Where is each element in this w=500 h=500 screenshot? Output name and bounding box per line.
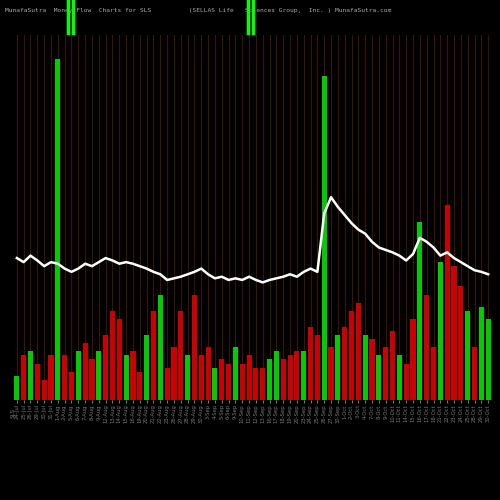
Bar — [14, 376, 20, 400]
Bar — [274, 352, 279, 400]
Bar — [164, 368, 170, 400]
Text: MunafaSutra  Money Flow  Charts for SLS          (SELLAS Life   Sciences Group, : MunafaSutra Money Flow Charts for SLS (S… — [5, 8, 391, 13]
Bar — [404, 364, 409, 400]
Bar — [110, 311, 115, 400]
Bar — [212, 368, 218, 400]
Bar — [96, 352, 102, 400]
Bar — [116, 319, 122, 400]
Bar — [35, 364, 40, 400]
Bar — [444, 206, 450, 400]
Bar — [254, 368, 258, 400]
Bar — [219, 360, 224, 400]
Bar — [137, 372, 142, 400]
Bar — [226, 364, 231, 400]
Bar — [240, 364, 245, 400]
Bar — [124, 356, 128, 400]
Bar — [260, 368, 266, 400]
Bar — [356, 302, 361, 400]
Bar — [198, 356, 204, 400]
Bar — [438, 262, 443, 400]
Bar — [328, 348, 334, 400]
Bar — [178, 311, 184, 400]
Bar — [48, 356, 54, 400]
Bar — [56, 60, 60, 400]
Bar — [82, 343, 87, 400]
Bar — [172, 348, 176, 400]
Bar — [397, 356, 402, 400]
Bar — [144, 335, 149, 400]
Bar — [362, 335, 368, 400]
Bar — [69, 372, 74, 400]
Bar — [472, 348, 477, 400]
Bar — [458, 286, 464, 400]
Bar — [294, 352, 300, 400]
Bar — [418, 222, 422, 400]
Bar — [390, 331, 395, 400]
Bar — [336, 335, 340, 400]
Bar — [267, 360, 272, 400]
Bar — [376, 356, 382, 400]
Bar — [315, 335, 320, 400]
Bar — [151, 311, 156, 400]
Bar — [21, 356, 26, 400]
Bar — [301, 352, 306, 400]
Bar — [486, 319, 490, 400]
Bar — [192, 294, 197, 400]
Bar — [479, 306, 484, 400]
Bar — [103, 335, 108, 400]
Bar — [342, 327, 347, 400]
Bar — [28, 352, 33, 400]
Bar — [206, 348, 210, 400]
Bar — [130, 352, 136, 400]
Bar — [370, 339, 374, 400]
Text: SLS: SLS — [11, 408, 16, 418]
Bar — [288, 356, 292, 400]
Bar — [452, 266, 456, 400]
Bar — [431, 348, 436, 400]
Bar — [465, 311, 470, 400]
Bar — [76, 352, 81, 400]
Bar — [383, 348, 388, 400]
Bar — [349, 311, 354, 400]
Bar — [322, 76, 327, 400]
Bar — [308, 327, 313, 400]
Bar — [233, 348, 238, 400]
Bar — [185, 356, 190, 400]
Bar — [158, 294, 163, 400]
Bar — [410, 319, 416, 400]
Bar — [42, 380, 46, 400]
Bar — [424, 294, 430, 400]
Bar — [90, 360, 94, 400]
Bar — [280, 360, 286, 400]
Bar — [246, 356, 252, 400]
Bar — [62, 356, 67, 400]
